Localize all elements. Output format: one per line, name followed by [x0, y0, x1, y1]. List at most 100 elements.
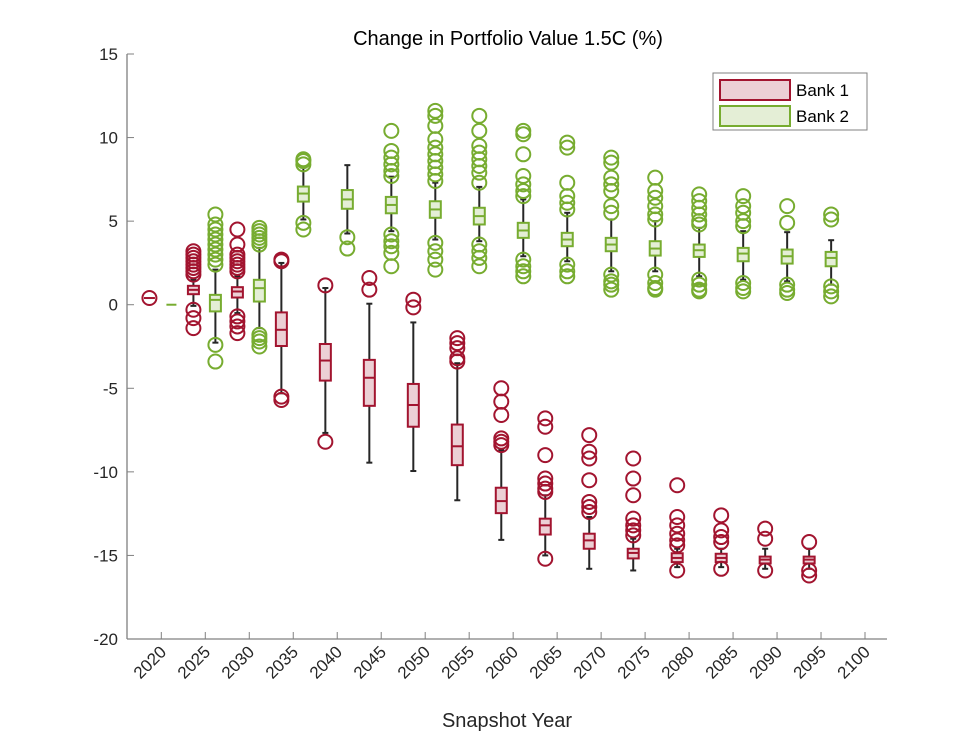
- outlier-point: [515, 188, 532, 205]
- box: [538, 517, 552, 536]
- outlier-point: [537, 475, 554, 492]
- box-group: [339, 164, 356, 257]
- outlier-point: [735, 188, 752, 205]
- outlier-point: [735, 283, 752, 300]
- y-tick-label: -5: [103, 379, 118, 398]
- outlier-point: [691, 206, 708, 223]
- outlier-point: [229, 236, 246, 253]
- outlier-point: [581, 472, 598, 489]
- outlier-point: [427, 166, 444, 183]
- box-group: [713, 507, 730, 577]
- plot-area: [141, 102, 840, 584]
- box-group: [515, 122, 532, 285]
- x-tick-label: 2055: [438, 642, 478, 682]
- outlier-point: [779, 276, 796, 293]
- outlier-point: [603, 149, 620, 166]
- outlier-point: [317, 433, 334, 450]
- outlier-point: [581, 493, 598, 510]
- outlier-point: [757, 562, 774, 579]
- outlier-point: [251, 330, 268, 347]
- outlier-point: [625, 527, 642, 544]
- x-tick-label: 2100: [834, 642, 874, 682]
- outlier-point: [361, 281, 378, 298]
- outlier-point: [207, 246, 224, 263]
- outlier-point: [185, 301, 202, 318]
- y-ticks: 15 10 5 0 -5 -10 -15 -20: [93, 45, 134, 649]
- outlier-point: [229, 313, 246, 330]
- outlier-point: [625, 510, 642, 527]
- outlier-point: [647, 183, 664, 200]
- x-tick-label: 2020: [130, 642, 170, 682]
- outlier-point: [647, 206, 664, 223]
- box-group: [735, 188, 752, 300]
- outlier-point: [339, 240, 356, 257]
- outlier-point: [647, 281, 664, 298]
- outlier-point: [185, 243, 202, 260]
- outlier-point: [471, 243, 488, 260]
- y-tick-label: -15: [93, 546, 118, 565]
- outlier-point: [185, 310, 202, 327]
- outlier-point: [185, 320, 202, 337]
- outlier-point: [207, 236, 224, 253]
- x-tick-label: 2070: [570, 642, 610, 682]
- outlier-point: [713, 560, 730, 577]
- outlier-point: [559, 174, 576, 191]
- outlier-point: [207, 251, 224, 268]
- outlier-point: [515, 122, 532, 139]
- outlier-point: [625, 517, 642, 534]
- outlier-point: [559, 256, 576, 273]
- outlier-point: [581, 503, 598, 520]
- outlier-point: [757, 530, 774, 547]
- box-group: [779, 198, 796, 302]
- outlier-point: [383, 233, 400, 250]
- box-group: [251, 219, 268, 355]
- outlier-point: [383, 122, 400, 139]
- outlier-point: [669, 477, 686, 494]
- x-tick-label: 2025: [174, 642, 214, 682]
- box-group: [273, 251, 290, 408]
- outlier-point: [515, 251, 532, 268]
- y-tick-label: 5: [109, 212, 118, 231]
- outlier-point: [537, 447, 554, 464]
- x-tick-label: 2090: [746, 642, 786, 682]
- outlier-point: [471, 258, 488, 275]
- outlier-point: [207, 221, 224, 238]
- outlier-point: [471, 157, 488, 174]
- outlier-point: [823, 211, 840, 228]
- box-group: [647, 169, 664, 298]
- x-tick-label: 2075: [614, 642, 654, 682]
- outlier-point: [669, 562, 686, 579]
- outlier-point: [471, 122, 488, 139]
- outlier-point: [427, 243, 444, 260]
- outlier-point: [713, 507, 730, 524]
- x-axis-label: Snapshot Year: [442, 710, 572, 732]
- outlier-point: [691, 271, 708, 288]
- outlier-point: [427, 261, 444, 278]
- outlier-point: [823, 283, 840, 300]
- outlier-point: [625, 487, 642, 504]
- outlier-point: [295, 214, 312, 231]
- chart-title: Change in Portfolio Value 1.5C (%): [353, 28, 663, 50]
- outlier-point: [757, 520, 774, 537]
- outlier-point: [207, 256, 224, 273]
- outlier-point: [647, 211, 664, 228]
- outlier-point: [779, 285, 796, 302]
- legend-swatch-bank-2: [719, 105, 791, 127]
- outlier-point: [273, 253, 290, 270]
- outlier-point: [471, 164, 488, 181]
- outlier-point: [251, 338, 268, 355]
- outlier-point: [207, 353, 224, 370]
- outlier-point: [207, 336, 224, 353]
- outlier-point: [515, 126, 532, 143]
- outlier-point: [647, 198, 664, 215]
- box: [450, 423, 464, 467]
- outlier-point: [625, 450, 642, 467]
- outlier-point: [801, 567, 818, 584]
- outlier-point: [427, 102, 444, 119]
- outlier-point: [229, 221, 246, 238]
- outlier-point: [779, 198, 796, 215]
- y-tick-label: 15: [99, 45, 118, 64]
- outlier-point: [317, 277, 334, 294]
- outlier-point: [537, 410, 554, 427]
- outlier-point: [735, 198, 752, 215]
